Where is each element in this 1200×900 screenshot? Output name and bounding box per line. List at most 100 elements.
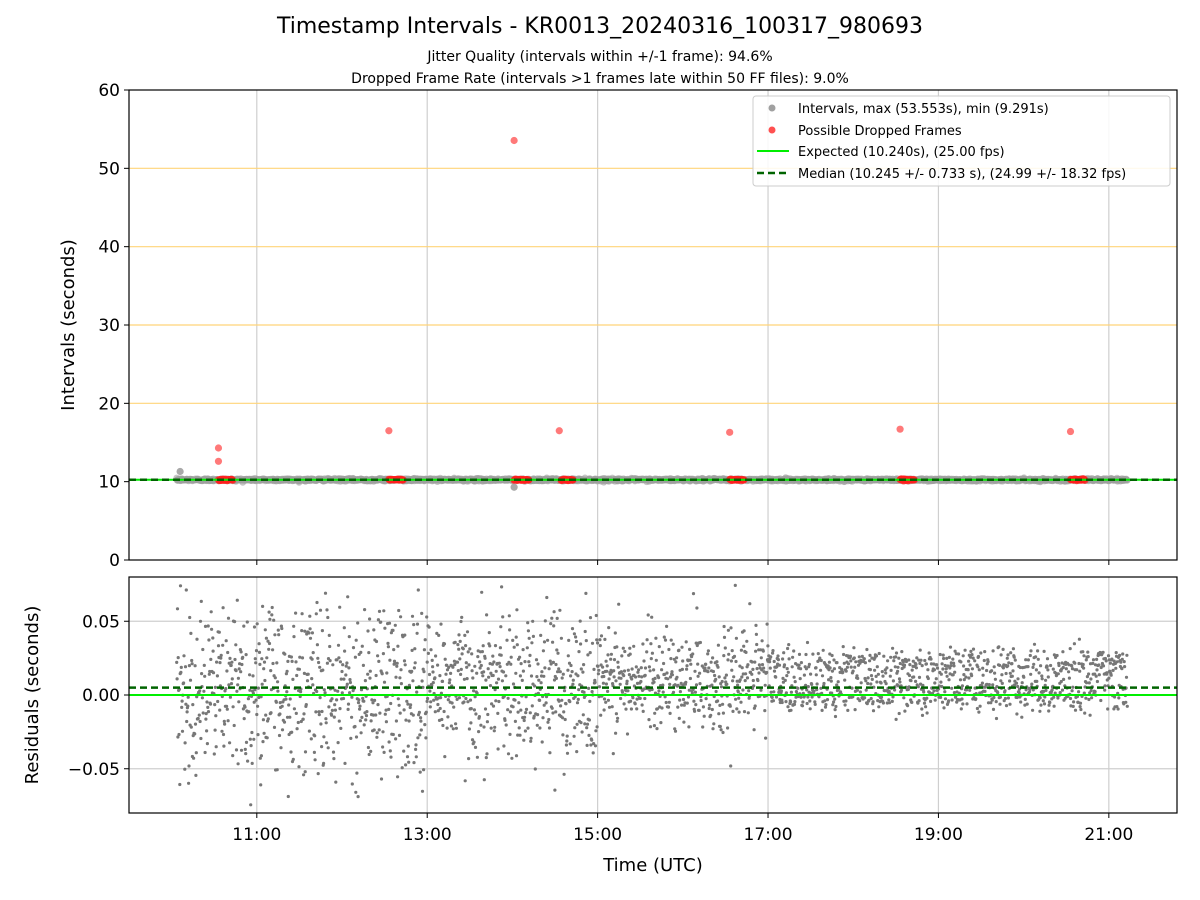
residual-point [836,680,840,684]
residual-point [894,655,898,659]
residual-point [259,783,263,787]
legend-dropped-label: Possible Dropped Frames [798,124,962,139]
residual-point [320,629,324,633]
residual-point [519,708,523,712]
residual-point [590,738,594,742]
residual-point [572,734,576,738]
residual-point [501,615,505,619]
dropped-frame-point [1066,427,1075,436]
residual-point [387,621,392,625]
residual-point [517,726,521,730]
residual-point [701,725,705,729]
residual-point [745,676,750,680]
residual-point [387,740,391,744]
residual-point [798,677,802,681]
residual-point [804,652,808,657]
residual-point [382,680,387,684]
residual-point [189,631,193,636]
residual-point [381,730,385,734]
residual-point [616,660,620,664]
residual-point [808,699,812,703]
residual-point [452,705,456,709]
residual-point [193,664,197,668]
residual-point [780,698,784,702]
residual-point [413,661,417,665]
residual-point [696,674,700,678]
residual-point [294,660,298,664]
residual-point [453,640,457,644]
residual-point [865,647,869,652]
residual-point [889,668,893,673]
residual-point [874,654,879,658]
residual-point [254,661,258,665]
residual-point [482,670,486,674]
residual-point [290,730,294,734]
residual-point [311,651,315,655]
residual-point [619,670,624,674]
residual-point [742,710,747,714]
residual-point [524,711,528,715]
residual-point [590,690,594,694]
residual-point [325,608,329,612]
residual-point [278,712,282,716]
residual-point [807,665,811,669]
residual-point [722,654,726,658]
residual-point [710,707,714,712]
residual-point [375,735,379,739]
residual-point [792,702,797,707]
residual-point [902,663,907,667]
residual-point [439,622,443,626]
residual-point [562,772,566,776]
residual-point [540,670,544,674]
residual-point [585,726,589,730]
residual-point [285,690,289,694]
residual-point [438,706,442,711]
residual-point [805,688,809,692]
residual-point [427,625,431,629]
residual-point [212,752,216,756]
residual-point [186,704,190,708]
residual-point [323,591,328,595]
residual-point [582,663,586,667]
residual-point [522,738,526,742]
residual-point [907,673,912,678]
dropped-frame-point [555,427,563,435]
residual-point [343,761,347,766]
residual-point [527,660,531,664]
residual-point [361,663,365,668]
residual-point [360,715,364,720]
residual-point [194,751,198,755]
residual-point [797,652,802,657]
residual-point [364,714,369,718]
residual-point [227,683,231,687]
residual-point [752,684,756,688]
residual-point [528,711,532,715]
residual-point [240,662,244,667]
residual-point [412,761,416,765]
residual-point [419,719,423,723]
residual-point [668,682,672,686]
residual-point [545,709,549,714]
residual-point [899,688,904,692]
residual-point [348,678,352,682]
residual-point [190,658,194,663]
residual-point [290,659,294,664]
residual-point [252,737,256,741]
residual-point [912,675,916,679]
residual-point [664,700,668,705]
residual-point [216,699,220,704]
residual-point [528,664,532,668]
residual-point [374,639,379,644]
residual-point [346,595,350,599]
residual-point [357,698,361,702]
residual-point [874,674,878,679]
residual-point [377,659,381,664]
residual-point [466,700,470,704]
residual-point [189,725,193,729]
residual-point [415,622,420,626]
residual-point [785,674,789,678]
residual-point [471,676,475,680]
residual-point [755,642,759,647]
residual-point [536,713,540,717]
residual-point [597,668,601,672]
